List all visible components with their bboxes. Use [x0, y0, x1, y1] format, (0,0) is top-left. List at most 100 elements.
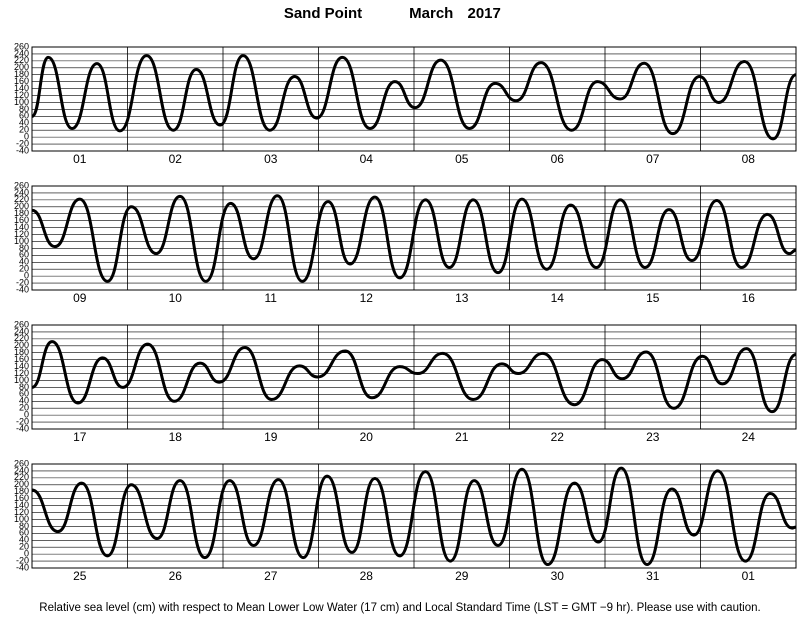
day-label: 08 [742, 152, 756, 166]
day-label: 27 [264, 569, 278, 583]
y-tick-label: -20 [16, 555, 29, 565]
y-tick-label: 200 [14, 340, 29, 350]
y-tick-label: 220 [14, 333, 29, 343]
day-label: 16 [742, 291, 756, 305]
day-label: 24 [742, 430, 756, 444]
tide-curve [31, 466, 797, 567]
y-tick-label: 60 [19, 250, 29, 260]
y-tick-label: 240 [14, 465, 29, 475]
day-label: 03 [264, 152, 278, 166]
day-label: 07 [646, 152, 660, 166]
day-label: 04 [360, 152, 374, 166]
y-tick-label: -40 [16, 562, 29, 572]
y-tick-label: 260 [14, 458, 29, 468]
y-tick-label: -20 [16, 138, 29, 148]
day-label: 28 [360, 569, 374, 583]
y-tick-label: -40 [16, 145, 29, 155]
y-tick-label: 220 [14, 194, 29, 204]
day-label: 13 [455, 291, 469, 305]
y-tick-label: 40 [19, 257, 29, 267]
y-tick-label: 180 [14, 347, 29, 357]
day-label: 17 [73, 430, 87, 444]
day-label: 02 [169, 152, 183, 166]
y-tick-label: 0 [24, 549, 29, 559]
y-tick-label: 260 [14, 41, 29, 51]
y-tick-label: 20 [19, 264, 29, 274]
y-tick-label: 140 [14, 361, 29, 371]
y-tick-label: 120 [14, 368, 29, 378]
y-tick-label: -20 [16, 416, 29, 426]
month-title: March 2017 [409, 5, 501, 22]
y-tick-label: 80 [19, 243, 29, 253]
day-label: 20 [360, 430, 374, 444]
y-tick-label: 220 [14, 472, 29, 482]
day-label: 29 [455, 569, 469, 583]
y-tick-label: 80 [19, 104, 29, 114]
day-label: 10 [169, 291, 183, 305]
station-title: Sand Point [284, 5, 362, 22]
y-tick-label: 160 [14, 493, 29, 503]
day-label: 19 [264, 430, 278, 444]
y-tick-label: 160 [14, 76, 29, 86]
y-tick-label: 260 [14, 180, 29, 190]
day-label: 30 [551, 569, 565, 583]
y-tick-label: 80 [19, 521, 29, 531]
day-label: 25 [73, 569, 87, 583]
day-label: 26 [169, 569, 183, 583]
day-label: 22 [551, 430, 565, 444]
y-tick-label: 220 [14, 55, 29, 65]
y-tick-label: 20 [19, 403, 29, 413]
y-tick-label: 180 [14, 486, 29, 496]
y-tick-label: 120 [14, 90, 29, 100]
y-tick-label: 100 [14, 375, 29, 385]
y-tick-label: 20 [19, 542, 29, 552]
plot-frame [31, 324, 797, 430]
y-tick-label: 200 [14, 62, 29, 72]
y-tick-label: 0 [24, 410, 29, 420]
y-tick-label: 140 [14, 222, 29, 232]
y-tick-label: 200 [14, 201, 29, 211]
day-label: 11 [265, 291, 278, 305]
day-label: 01 [73, 152, 87, 166]
y-tick-label: 40 [19, 118, 29, 128]
day-label: 06 [551, 152, 565, 166]
y-tick-label: 40 [19, 396, 29, 406]
y-tick-label: -40 [16, 284, 29, 294]
y-tick-label: 180 [14, 69, 29, 79]
y-tick-label: 80 [19, 382, 29, 392]
y-tick-label: 200 [14, 479, 29, 489]
y-tick-label: 60 [19, 111, 29, 121]
day-label: 09 [73, 291, 87, 305]
plot-frame [31, 463, 797, 569]
plot-frame [31, 185, 797, 291]
y-tick-label: 60 [19, 528, 29, 538]
y-tick-label: 140 [14, 83, 29, 93]
y-tick-label: 160 [14, 215, 29, 225]
y-tick-label: 180 [14, 208, 29, 218]
y-tick-label: -20 [16, 277, 29, 287]
day-label: 05 [455, 152, 469, 166]
y-tick-label: 20 [19, 125, 29, 135]
footnote: Relative sea level (cm) with respect to … [39, 602, 760, 614]
y-tick-label: 0 [24, 132, 29, 142]
y-tick-label: 40 [19, 535, 29, 545]
day-label: 15 [646, 291, 660, 305]
tide-curve [31, 340, 797, 414]
y-tick-label: 120 [14, 229, 29, 239]
y-tick-label: 160 [14, 354, 29, 364]
y-tick-label: -40 [16, 423, 29, 433]
y-tick-label: 120 [14, 507, 29, 517]
day-label: 21 [455, 430, 469, 444]
y-tick-label: 240 [14, 48, 29, 58]
y-tick-label: 140 [14, 500, 29, 510]
y-tick-label: 240 [14, 187, 29, 197]
tide-curve [30, 54, 797, 141]
y-tick-label: 100 [14, 97, 29, 107]
plot-frame [31, 46, 797, 152]
day-label: 12 [360, 291, 374, 305]
day-label: 18 [169, 430, 183, 444]
y-tick-label: 100 [14, 514, 29, 524]
y-tick-label: 260 [14, 319, 29, 329]
y-tick-label: 60 [19, 389, 29, 399]
y-tick-label: 0 [24, 271, 29, 281]
